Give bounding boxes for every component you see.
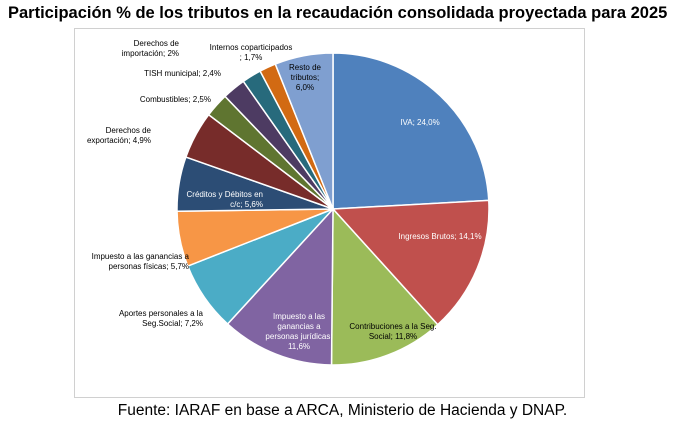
slice-data-label: Créditos y Débitos en c/c; 5,6%	[187, 190, 263, 209]
slice-data-label: Internos coparticipados; 1,7%	[210, 43, 293, 62]
slice-data-label: Combustibles; 2,5%	[140, 95, 211, 104]
slice-data-label: Resto de tributos; 6,0%	[289, 63, 322, 92]
slice-data-label: Impuesto a las ganancias a personas jurídi…	[265, 312, 332, 351]
pie-slice	[274, 52, 334, 210]
pie-slice	[331, 199, 490, 326]
pie-chart: IVA; 24,0% Ingresos Brutos; 14,1% Contribu…	[87, 39, 490, 366]
slice-data-label: Derechos de importación; 2%	[122, 39, 180, 58]
slice-data-label: IVA; 24,0%	[400, 118, 439, 127]
slice-data-label: Contribuciones a la Seg. Social; 11,8%	[349, 322, 436, 341]
pie-slice	[330, 207, 439, 366]
pie-slice	[226, 207, 334, 366]
pie-slice	[332, 52, 490, 210]
slice-data-label: Aportes personales a la Seg.Social; 7,2%	[119, 309, 204, 328]
slice-data-label: TISH municipal; 2,4%	[144, 69, 221, 78]
slice-data-label: Ingresos Brutos; 14,1%	[398, 232, 481, 241]
chart-area: IVA; 24,0% Ingresos Brutos; 14,1% Contribu…	[74, 28, 585, 398]
slice-data-label: Impuesto a las ganancias a personas físic…	[92, 252, 190, 271]
page-title: Participación % de los tributos en la re…	[8, 4, 668, 22]
slice-data-label: Derechos de exportación; 4,9%	[87, 126, 152, 145]
source-note: Fuente: IARAF en base a ARCA, Ministerio…	[117, 402, 568, 419]
